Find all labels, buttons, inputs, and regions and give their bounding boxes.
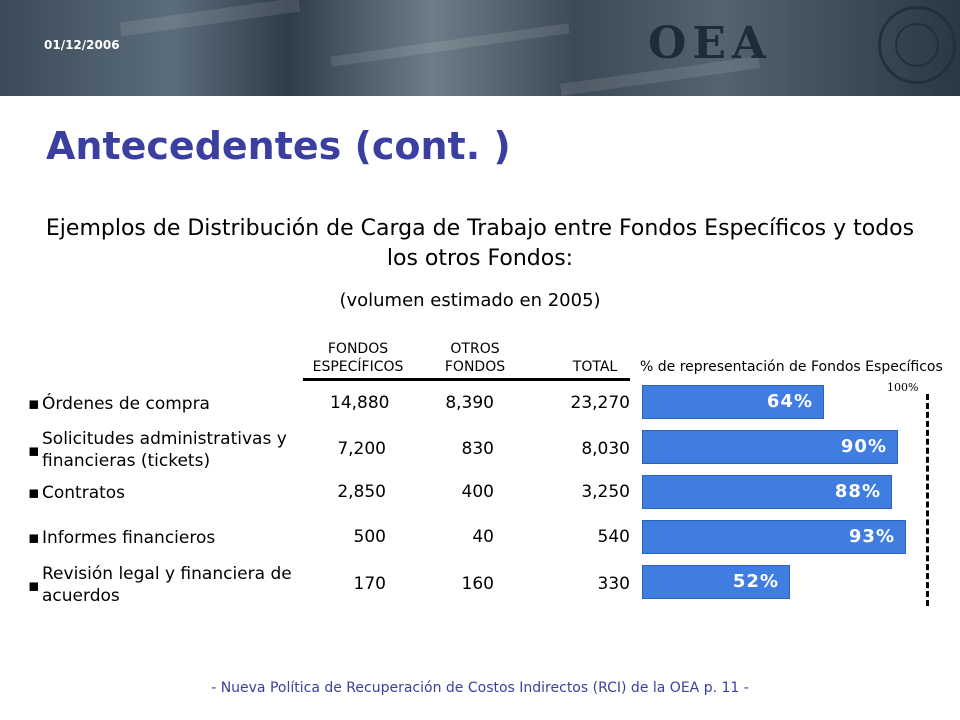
pct-bar-label: 90%	[840, 436, 887, 457]
cell-especificos: 2,850	[337, 482, 386, 502]
cell-otros: 8,390	[445, 393, 494, 413]
bullet-icon: ▪	[28, 394, 40, 414]
pct-bar: 52%	[642, 565, 790, 599]
cell-total: 3,250	[581, 482, 630, 502]
row-label-text: Revisión legal y financiera de acuerdos	[42, 564, 292, 606]
col-header-especificos: FONDOS ESPECÍFICOS	[303, 340, 413, 376]
row-label-text: Contratos	[42, 483, 126, 503]
pct-bar-label: 52%	[732, 571, 779, 592]
slide-date: 01/12/2006	[44, 38, 120, 52]
pct-bar: 88%	[642, 475, 892, 509]
footer-text: - Nueva Política de Recuperación de Cost…	[211, 680, 749, 696]
bullet-icon: ▪	[28, 576, 40, 596]
row-label-text: Órdenes de compra	[42, 394, 210, 414]
page-title: Antecedentes (cont. )	[46, 124, 511, 168]
bullet-icon: ▪	[28, 528, 40, 548]
banner-texture	[330, 23, 570, 67]
bullet-icon: ▪	[28, 441, 40, 461]
cell-total: 540	[597, 527, 630, 547]
cell-otros: 830	[461, 439, 494, 459]
hundred-percent-line	[926, 394, 929, 606]
pct-bar-label: 88%	[834, 481, 881, 502]
banner-texture	[119, 0, 301, 37]
hundred-percent-label: 100%	[887, 381, 919, 394]
cell-especificos: 14,880	[330, 393, 390, 413]
volume-note: (volumen estimado en 2005)	[339, 290, 601, 311]
pct-bar: 64%	[642, 385, 824, 419]
oea-logo-text: OEA	[648, 18, 773, 69]
pct-bar-label: 93%	[848, 526, 895, 547]
cell-especificos: 7,200	[337, 439, 386, 459]
col-header-line: FONDOS	[444, 359, 506, 375]
pct-bar: 93%	[642, 520, 906, 554]
cell-otros: 40	[472, 527, 494, 547]
cell-total: 23,270	[570, 393, 630, 413]
col-header-line: FONDOS	[327, 341, 389, 357]
bullet-icon: ▪	[28, 483, 40, 503]
col-header-pct: % de representación de Fondos Específico…	[640, 359, 943, 375]
row-label-text: Solicitudes administrativas y financiera…	[42, 429, 287, 471]
header-divider	[303, 378, 630, 381]
cell-otros: 400	[461, 482, 494, 502]
cell-total: 330	[597, 574, 630, 594]
col-header-total: TOTAL	[572, 359, 618, 375]
pct-bar: 90%	[642, 430, 898, 464]
col-header-line: OTROS	[450, 341, 500, 357]
cell-total: 8,030	[581, 439, 630, 459]
col-header-line: ESPECÍFICOS	[312, 359, 404, 375]
pct-bar-label: 64%	[766, 391, 813, 412]
oea-seal-icon	[878, 6, 956, 84]
cell-especificos: 500	[353, 527, 386, 547]
cell-otros: 160	[461, 574, 494, 594]
chart-subtitle: Ejemplos de Distribución de Carga de Tra…	[45, 216, 915, 271]
row-label-text: Informes financieros	[42, 528, 216, 548]
header-banner: 01/12/2006 OEA	[0, 0, 960, 96]
col-header-otros: OTROS FONDOS	[420, 340, 530, 376]
cell-especificos: 170	[353, 574, 386, 594]
